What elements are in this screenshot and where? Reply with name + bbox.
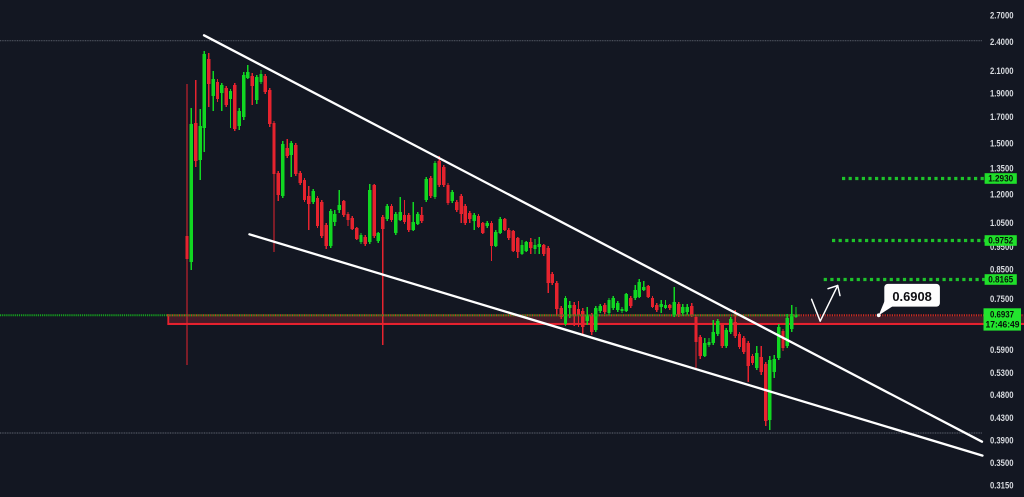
svg-text:0.6937: 0.6937 [990,310,1014,320]
svg-text:1.5000: 1.5000 [990,139,1014,149]
svg-text:0.3900: 0.3900 [990,436,1014,446]
svg-text:2.4000: 2.4000 [990,37,1014,47]
svg-text:1.2930: 1.2930 [988,174,1013,184]
svg-text:0.8500: 0.8500 [990,265,1014,275]
svg-text:0.9500: 0.9500 [990,242,1014,252]
svg-text:0.8165: 0.8165 [988,275,1013,285]
svg-text:1.0500: 1.0500 [990,218,1014,228]
svg-text:1.9000: 1.9000 [990,89,1014,99]
svg-text:1.2000: 1.2000 [990,190,1014,200]
svg-text:0.4300: 0.4300 [990,413,1014,423]
svg-text:1.7000: 1.7000 [990,112,1014,122]
svg-text:2.7000: 2.7000 [990,11,1014,21]
svg-text:0.5900: 0.5900 [990,345,1014,355]
svg-text:0.3500: 0.3500 [990,458,1014,468]
svg-text:0.6908: 0.6908 [892,289,932,304]
svg-text:0.5300: 0.5300 [990,368,1014,378]
svg-text:0.7500: 0.7500 [990,294,1014,304]
svg-text:1.3500: 1.3500 [990,164,1014,174]
svg-text:2.1000: 2.1000 [990,66,1014,76]
svg-text:0.9752: 0.9752 [988,236,1013,246]
svg-text:17:46:49: 17:46:49 [986,320,1020,330]
svg-text:0.4800: 0.4800 [990,390,1014,400]
svg-text:0.3150: 0.3150 [990,481,1014,491]
